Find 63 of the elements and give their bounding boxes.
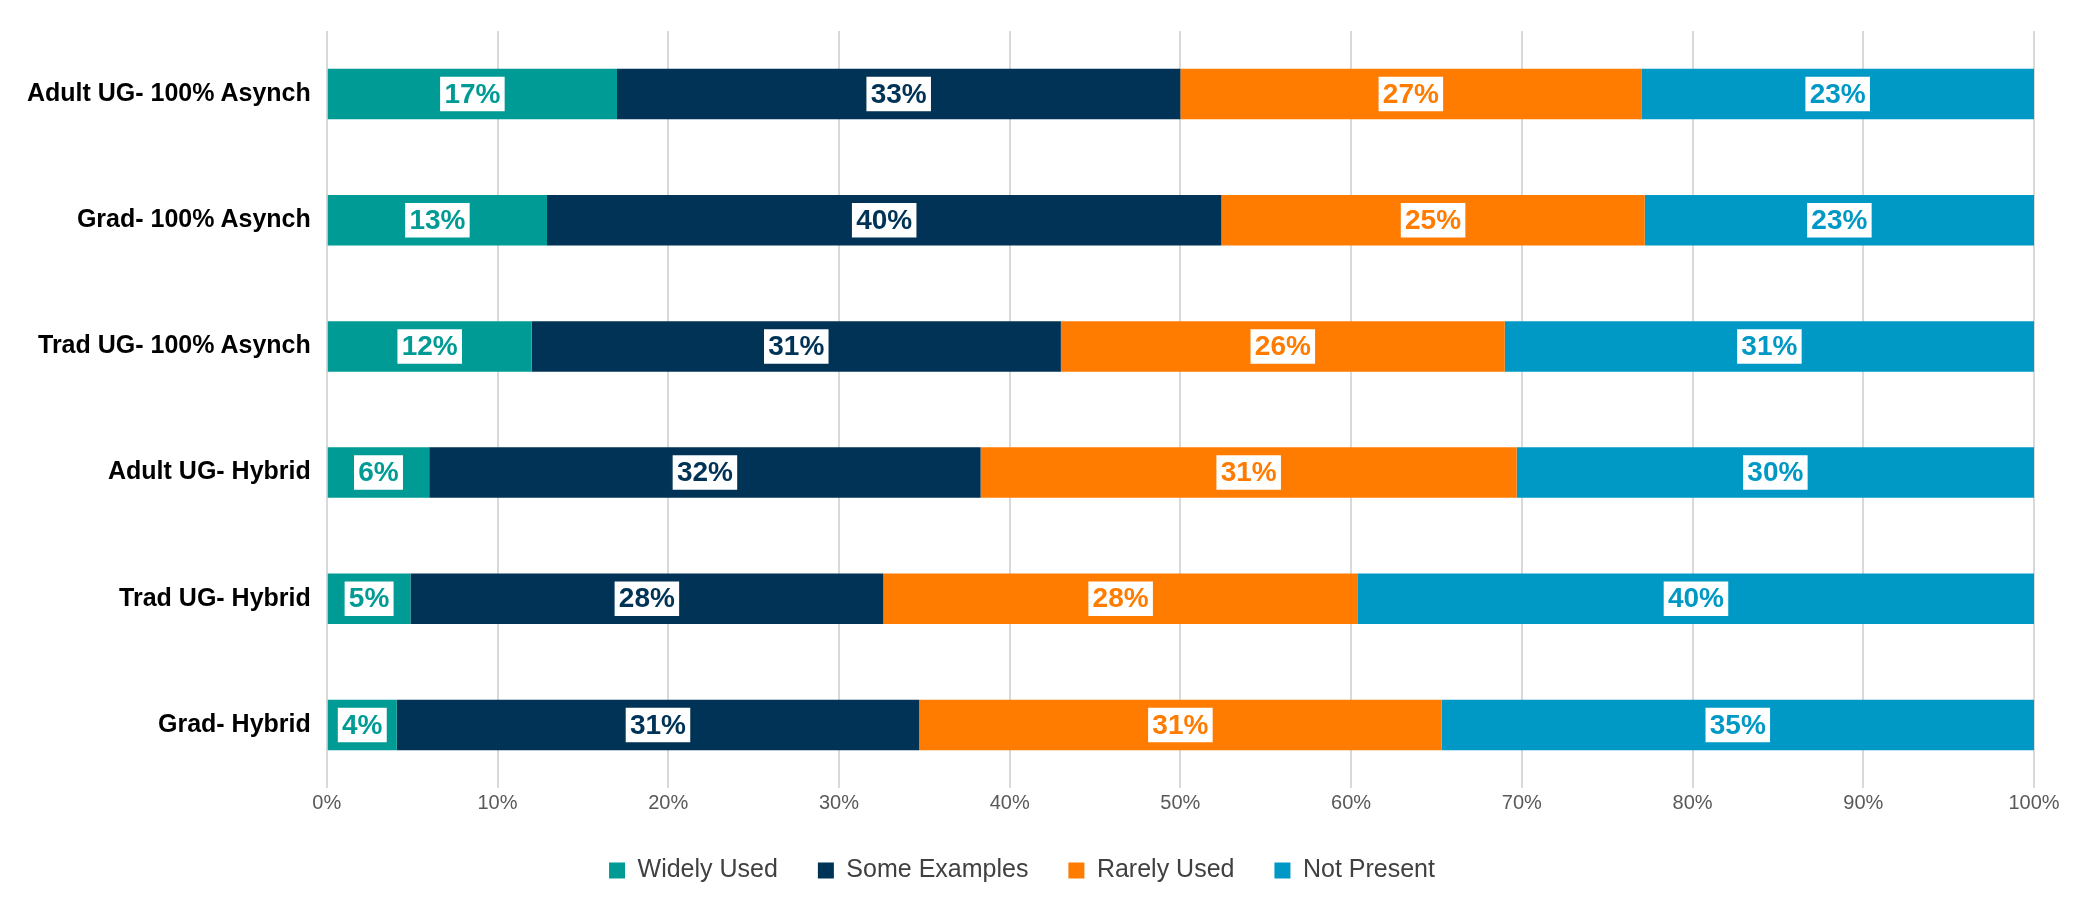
- data-label: 31%: [1220, 456, 1277, 488]
- bar: [1221, 195, 1645, 246]
- data-label: 26%: [1254, 330, 1311, 362]
- data-label: 17%: [444, 77, 501, 109]
- x-tick-label: 10%: [477, 790, 518, 813]
- data-label: 23%: [1811, 203, 1868, 235]
- x-tick-label: 20%: [648, 790, 689, 813]
- y-tick-label: Grad- 100% Asynch: [76, 204, 311, 233]
- x-tick-label: 90%: [1843, 790, 1884, 813]
- y-tick-label: Trad UG- Hybrid: [119, 582, 311, 611]
- bar: [1441, 699, 2034, 751]
- legend-label: Widely Used: [637, 854, 778, 883]
- bar: [1180, 68, 1642, 120]
- x-tick-label: 70%: [1501, 790, 1543, 813]
- x-tick-label: 30%: [818, 790, 860, 813]
- data-label: 40%: [1667, 582, 1725, 614]
- bar: [1641, 68, 2034, 120]
- x-tick-label: 0%: [312, 790, 342, 813]
- bar: [1357, 573, 2034, 624]
- data-label: 28%: [1092, 582, 1149, 614]
- x-tick-label: 40%: [989, 790, 1030, 813]
- legend-label: Rarely Used: [1096, 854, 1235, 883]
- data-label: 28%: [618, 582, 675, 614]
- bar: [1060, 321, 1505, 372]
- bar: [396, 699, 920, 751]
- bar: [1516, 447, 2034, 498]
- legend-label: Not Present: [1302, 854, 1435, 883]
- data-label: 12%: [401, 330, 458, 362]
- bar: [410, 573, 884, 624]
- data-label: 25%: [1405, 203, 1462, 235]
- data-label: 6%: [358, 456, 399, 488]
- x-tick-label: 100%: [2008, 790, 2060, 813]
- data-label: 23%: [1809, 77, 1866, 109]
- y-tick-label: Trad UG- 100% Asynch: [38, 330, 311, 359]
- x-tick-label: 80%: [1672, 790, 1713, 813]
- data-label: 32%: [676, 456, 734, 488]
- data-label: 31%: [768, 330, 825, 362]
- bar: [980, 447, 1517, 498]
- x-tick-label: 50%: [1160, 790, 1201, 813]
- data-label: 31%: [1152, 708, 1209, 740]
- bar: [429, 447, 981, 498]
- bar: [1644, 195, 2034, 246]
- data-label: 27%: [1382, 77, 1439, 109]
- y-tick-label: Adult UG- 100% Asynch: [26, 77, 311, 106]
- data-label: 13%: [409, 203, 466, 235]
- data-label: 31%: [629, 708, 687, 740]
- bar: [531, 321, 1061, 372]
- bar: [1504, 321, 2034, 372]
- data-label: 33%: [870, 77, 927, 109]
- bar: [919, 699, 1442, 751]
- legend-label: Some Examples: [846, 854, 1029, 883]
- data-label: 40%: [856, 203, 913, 235]
- y-tick-label: Adult UG- Hybrid: [108, 456, 311, 485]
- bar: [547, 195, 1222, 246]
- data-label: 4%: [342, 708, 383, 740]
- data-label: 35%: [1709, 708, 1766, 740]
- y-tick-label: Grad- Hybrid: [157, 708, 311, 737]
- x-tick-label: 60%: [1331, 790, 1372, 813]
- data-label: 30%: [1747, 456, 1804, 488]
- bar: [883, 573, 1358, 624]
- data-label: 5%: [348, 582, 390, 614]
- bar: [617, 68, 1181, 120]
- data-label: 31%: [1741, 330, 1798, 362]
